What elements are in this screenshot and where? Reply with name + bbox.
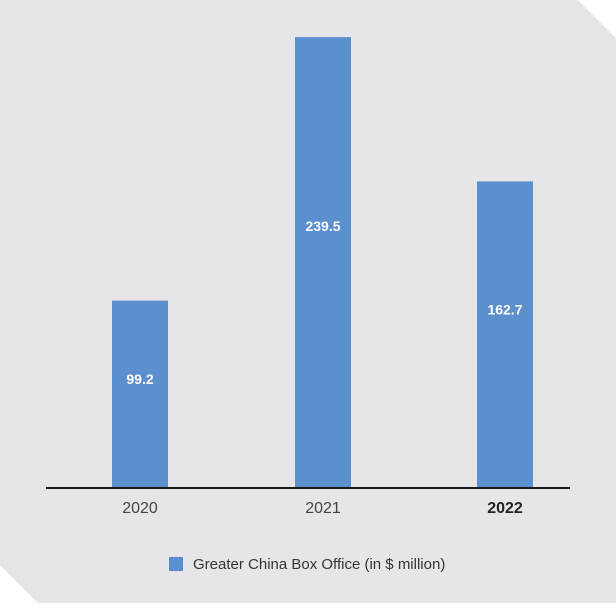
x-tick-2021: 2021	[305, 500, 341, 517]
legend: Greater China Box Office (in $ million)	[169, 556, 445, 573]
data-label-2022: 162.7	[487, 302, 522, 318]
bars-group: 99.2 239.5 162.7	[112, 37, 533, 487]
x-tick-2020: 2020	[122, 500, 158, 517]
legend-label: Greater China Box Office (in $ million)	[193, 556, 445, 573]
legend-swatch	[169, 557, 183, 571]
x-tick-labels: 2020 2021 2022	[122, 500, 523, 517]
bar-2022	[477, 181, 533, 487]
data-label-2020: 99.2	[126, 371, 153, 387]
data-label-2021: 239.5	[305, 218, 340, 234]
x-tick-2022: 2022	[487, 500, 523, 517]
bar-2020	[112, 300, 168, 487]
bar-2021	[295, 37, 351, 487]
